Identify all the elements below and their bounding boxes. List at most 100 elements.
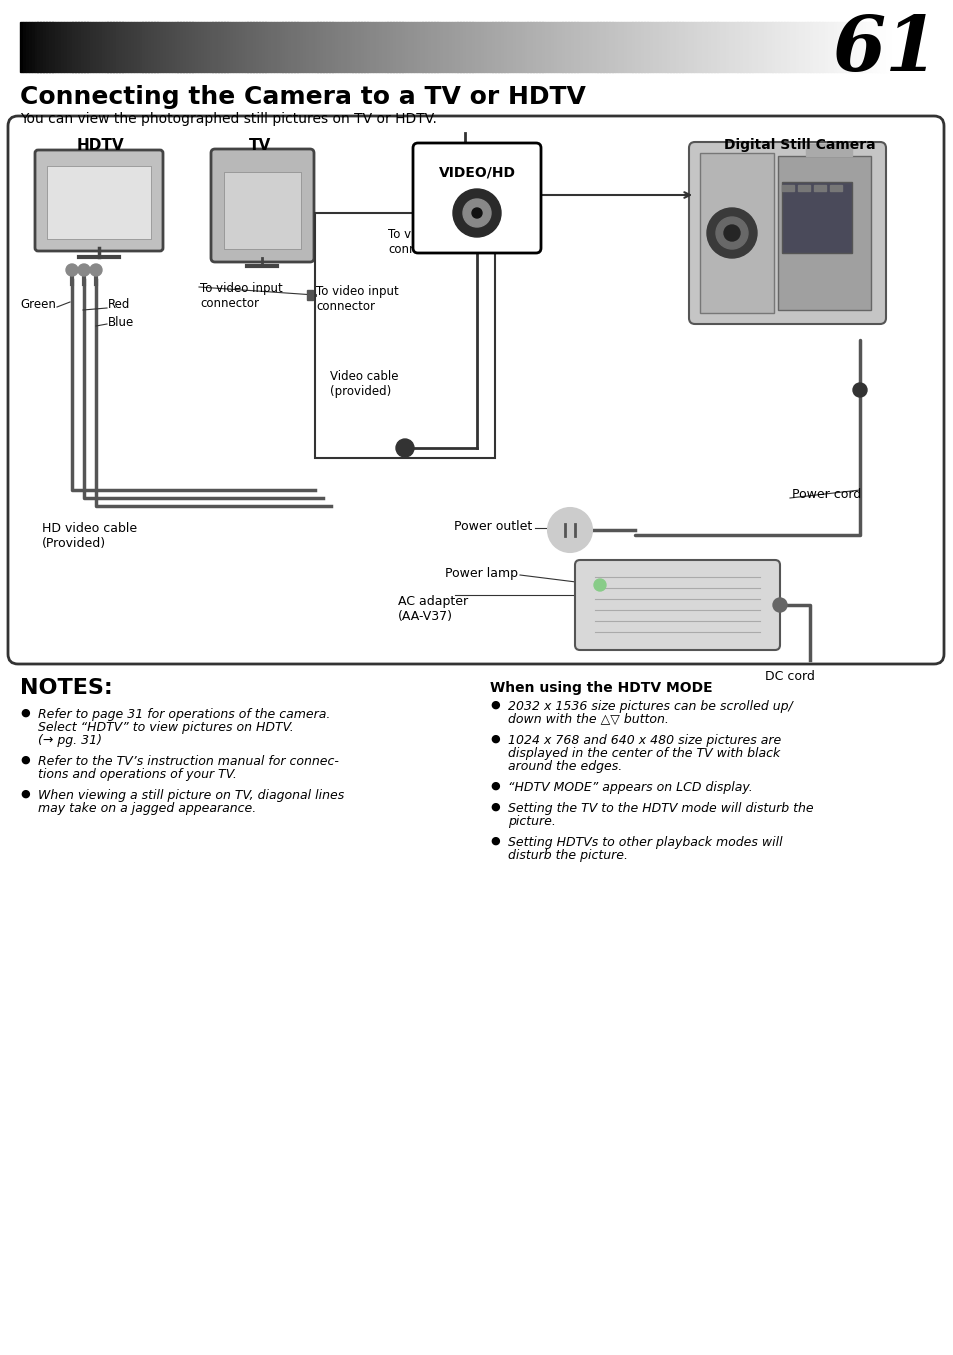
Bar [562,22,565,72]
Bar [43,22,47,72]
Bar [37,22,41,72]
Bar [717,22,720,72]
Bar [766,22,769,72]
Bar [145,22,149,72]
Bar [466,22,469,72]
Bar [533,22,537,72]
Bar [136,22,140,72]
Bar [317,22,320,72]
Bar [265,22,268,72]
Bar [75,22,79,72]
Text: displayed in the center of the TV with black: displayed in the center of the TV with b… [507,747,780,760]
Bar [99,22,102,72]
Bar [294,22,297,72]
Bar [781,182,851,253]
Bar [763,22,766,72]
Bar [346,22,350,72]
Bar [23,22,27,72]
Bar [268,22,271,72]
Bar [349,22,353,72]
Text: Blue: Blue [108,316,134,328]
Bar [853,22,857,72]
Bar [105,22,108,72]
Bar [244,22,248,72]
Circle shape [453,188,500,237]
Bar [690,22,694,72]
Bar [233,22,236,72]
Bar [72,22,76,72]
Text: ●: ● [490,734,499,744]
Bar [880,22,882,72]
Bar [111,22,113,72]
Bar [78,22,82,72]
Bar [218,22,221,72]
Bar [745,22,749,72]
Bar [230,22,233,72]
Bar [477,22,481,72]
Circle shape [723,225,740,241]
Bar [582,22,586,72]
Bar [891,22,895,72]
Bar [61,22,64,72]
Bar [760,22,763,72]
Bar [241,22,245,72]
Bar [282,22,286,72]
FancyBboxPatch shape [211,149,314,262]
Text: picture.: picture. [507,814,556,828]
Text: ●: ● [490,802,499,812]
Bar [457,22,460,72]
Bar [445,22,449,72]
Bar [772,22,775,72]
Circle shape [66,264,78,276]
Bar [585,22,589,72]
Bar [95,22,99,72]
Bar [769,22,772,72]
Bar [355,22,358,72]
Bar [751,22,755,72]
Text: AC adapter
(AA-V37): AC adapter (AA-V37) [397,595,468,623]
Bar [472,22,475,72]
Bar [655,22,659,72]
Bar [781,184,793,191]
Bar [599,22,603,72]
Bar [221,22,224,72]
Bar [201,22,204,72]
Bar [455,22,457,72]
Bar [489,22,493,72]
FancyBboxPatch shape [575,560,780,650]
Bar [253,22,256,72]
Bar [801,22,804,72]
Bar [725,22,728,72]
Bar [247,22,251,72]
Bar [757,22,760,72]
Bar [227,22,231,72]
Bar [798,22,801,72]
Bar [370,22,373,72]
Bar [638,22,641,72]
Bar [180,22,184,72]
Bar [696,22,700,72]
Bar [500,22,504,72]
Bar [612,22,615,72]
Bar [795,22,799,72]
Bar [29,22,32,72]
Bar [813,184,825,191]
Text: Power outlet: Power outlet [454,519,532,533]
Bar [521,22,524,72]
Bar [827,22,830,72]
Text: Green: Green [20,298,56,312]
Bar [31,22,35,72]
Bar [856,22,860,72]
Bar [809,22,813,72]
Bar [824,22,827,72]
Bar [797,184,809,191]
Bar [701,22,705,72]
Bar [475,22,477,72]
Bar [393,22,396,72]
Bar [693,22,697,72]
Bar [602,22,606,72]
Bar [530,22,534,72]
Bar [483,22,487,72]
Bar [626,22,629,72]
Text: Power cord: Power cord [791,489,861,501]
